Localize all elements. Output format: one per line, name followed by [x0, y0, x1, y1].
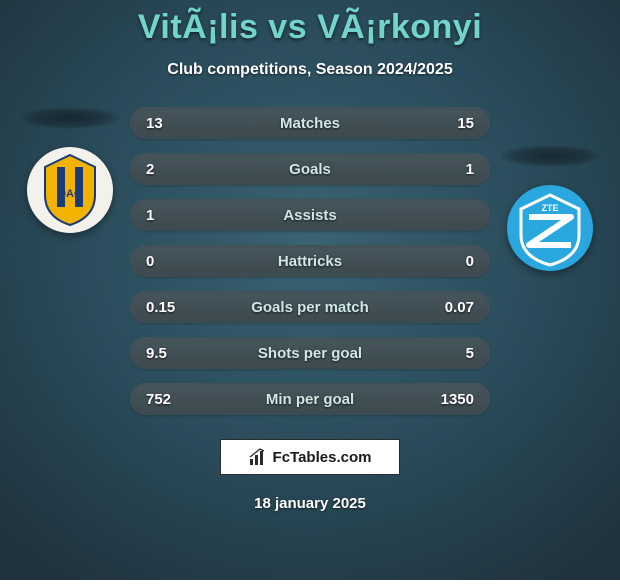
- stat-value-right: 5: [466, 345, 474, 362]
- stat-value-right: 0: [466, 253, 474, 270]
- stat-bar: 0 Hattricks 0: [130, 245, 490, 277]
- stat-label: Min per goal: [266, 391, 354, 408]
- left-team-col: DAC: [10, 107, 130, 233]
- stat-value-left: 0.15: [146, 299, 175, 316]
- brand-text: FcTables.com: [273, 449, 372, 466]
- stat-value-left: 2: [146, 161, 154, 178]
- right-team-crest: ZTE: [507, 185, 593, 271]
- stat-label: Goals per match: [251, 299, 369, 316]
- right-team-col: ZTE: [490, 145, 610, 271]
- svg-text:DAC: DAC: [58, 188, 82, 200]
- stats-column: 13 Matches 15 2 Goals 1 1 Assists 0 Hattricks 0 0.1…: [130, 107, 490, 415]
- left-team-crest: DAC: [27, 147, 113, 233]
- date-text: 18 january 2025: [254, 495, 366, 512]
- stat-value-right: 0.07: [445, 299, 474, 316]
- stat-label: Hattricks: [278, 253, 342, 270]
- stat-value-right: 15: [457, 115, 474, 132]
- stat-label: Assists: [283, 207, 336, 224]
- stat-bar: 9.5 Shots per goal 5: [130, 337, 490, 369]
- stat-value-left: 9.5: [146, 345, 167, 362]
- left-player-shadow: [20, 107, 120, 129]
- stat-label: Goals: [289, 161, 331, 178]
- stat-value-right: 1350: [441, 391, 474, 408]
- stat-value-left: 1: [146, 207, 154, 224]
- crest-right-svg: ZTE: [507, 185, 593, 271]
- brand-box[interactable]: FcTables.com: [220, 439, 400, 475]
- stat-label: Shots per goal: [258, 345, 362, 362]
- stat-value-left: 752: [146, 391, 171, 408]
- stat-bar: 1 Assists: [130, 199, 490, 231]
- stat-bar: 752 Min per goal 1350: [130, 383, 490, 415]
- stat-value-left: 0: [146, 253, 154, 270]
- svg-text:ZTE: ZTE: [542, 203, 559, 213]
- stat-bar: 0.15 Goals per match 0.07: [130, 291, 490, 323]
- comparison-row: DAC 13 Matches 15 2 Goals 1 1 Assists 0 Hattricks…: [0, 107, 620, 415]
- brand-chart-icon: [249, 448, 267, 466]
- stat-bar: 2 Goals 1: [130, 153, 490, 185]
- page-title: VitÃ¡lis vs VÃ¡rkonyi: [138, 8, 482, 47]
- stat-label: Matches: [280, 115, 340, 132]
- right-player-shadow: [500, 145, 600, 167]
- stat-value-right: 1: [466, 161, 474, 178]
- stat-value-left: 13: [146, 115, 163, 132]
- stat-fill-left: [130, 153, 371, 185]
- crest-left-svg: DAC: [27, 147, 113, 233]
- subtitle: Club competitions, Season 2024/2025: [167, 61, 452, 79]
- stat-bar: 13 Matches 15: [130, 107, 490, 139]
